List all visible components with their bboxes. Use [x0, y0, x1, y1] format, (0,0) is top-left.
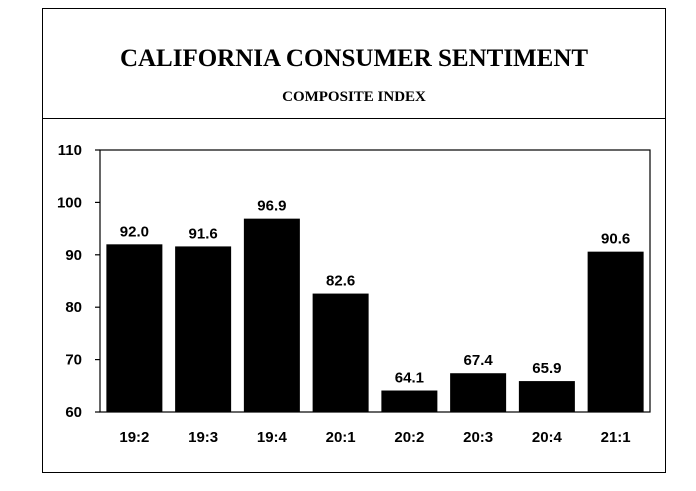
bar-value-label: 92.0 [120, 223, 149, 240]
y-tick-label: 100 [57, 194, 82, 211]
bar [450, 373, 507, 412]
bar-value-label: 82.6 [326, 273, 355, 290]
bar-value-label: 91.6 [189, 225, 218, 242]
x-tick-label: 19:2 [119, 429, 149, 446]
x-tick-label: 21:1 [601, 429, 631, 446]
x-tick-label: 20:2 [394, 429, 424, 446]
bar [312, 293, 369, 412]
x-tick-label: 19:4 [257, 429, 288, 446]
x-tick-label: 20:1 [326, 429, 356, 446]
title-box: CALIFORNIA CONSUMER SENTIMENT COMPOSITE … [43, 9, 665, 119]
bar [243, 218, 300, 412]
y-tick-label: 70 [65, 352, 82, 369]
bar [175, 246, 232, 412]
bar-value-label: 65.9 [532, 360, 561, 377]
bar [518, 381, 575, 412]
bar-value-label: 67.4 [464, 352, 494, 369]
bar-value-label: 96.9 [257, 198, 286, 215]
x-tick-label: 19:3 [188, 429, 218, 446]
chart-subtitle: COMPOSITE INDEX [282, 89, 426, 105]
y-tick-label: 90 [65, 247, 82, 264]
y-tick-label: 110 [58, 142, 82, 159]
y-tick-label: 80 [65, 299, 82, 316]
bar [381, 390, 438, 412]
bar-value-label: 90.6 [601, 231, 630, 248]
plot-area [99, 149, 651, 413]
x-tick-label: 20:3 [463, 429, 493, 446]
y-tick-label: 60 [65, 404, 82, 421]
x-tick-label: 20:4 [532, 429, 563, 446]
bar [587, 251, 644, 412]
chart-title: CALIFORNIA CONSUMER SENTIMENT [119, 45, 589, 72]
bar [106, 244, 163, 412]
bar-value-label: 64.1 [395, 370, 424, 387]
